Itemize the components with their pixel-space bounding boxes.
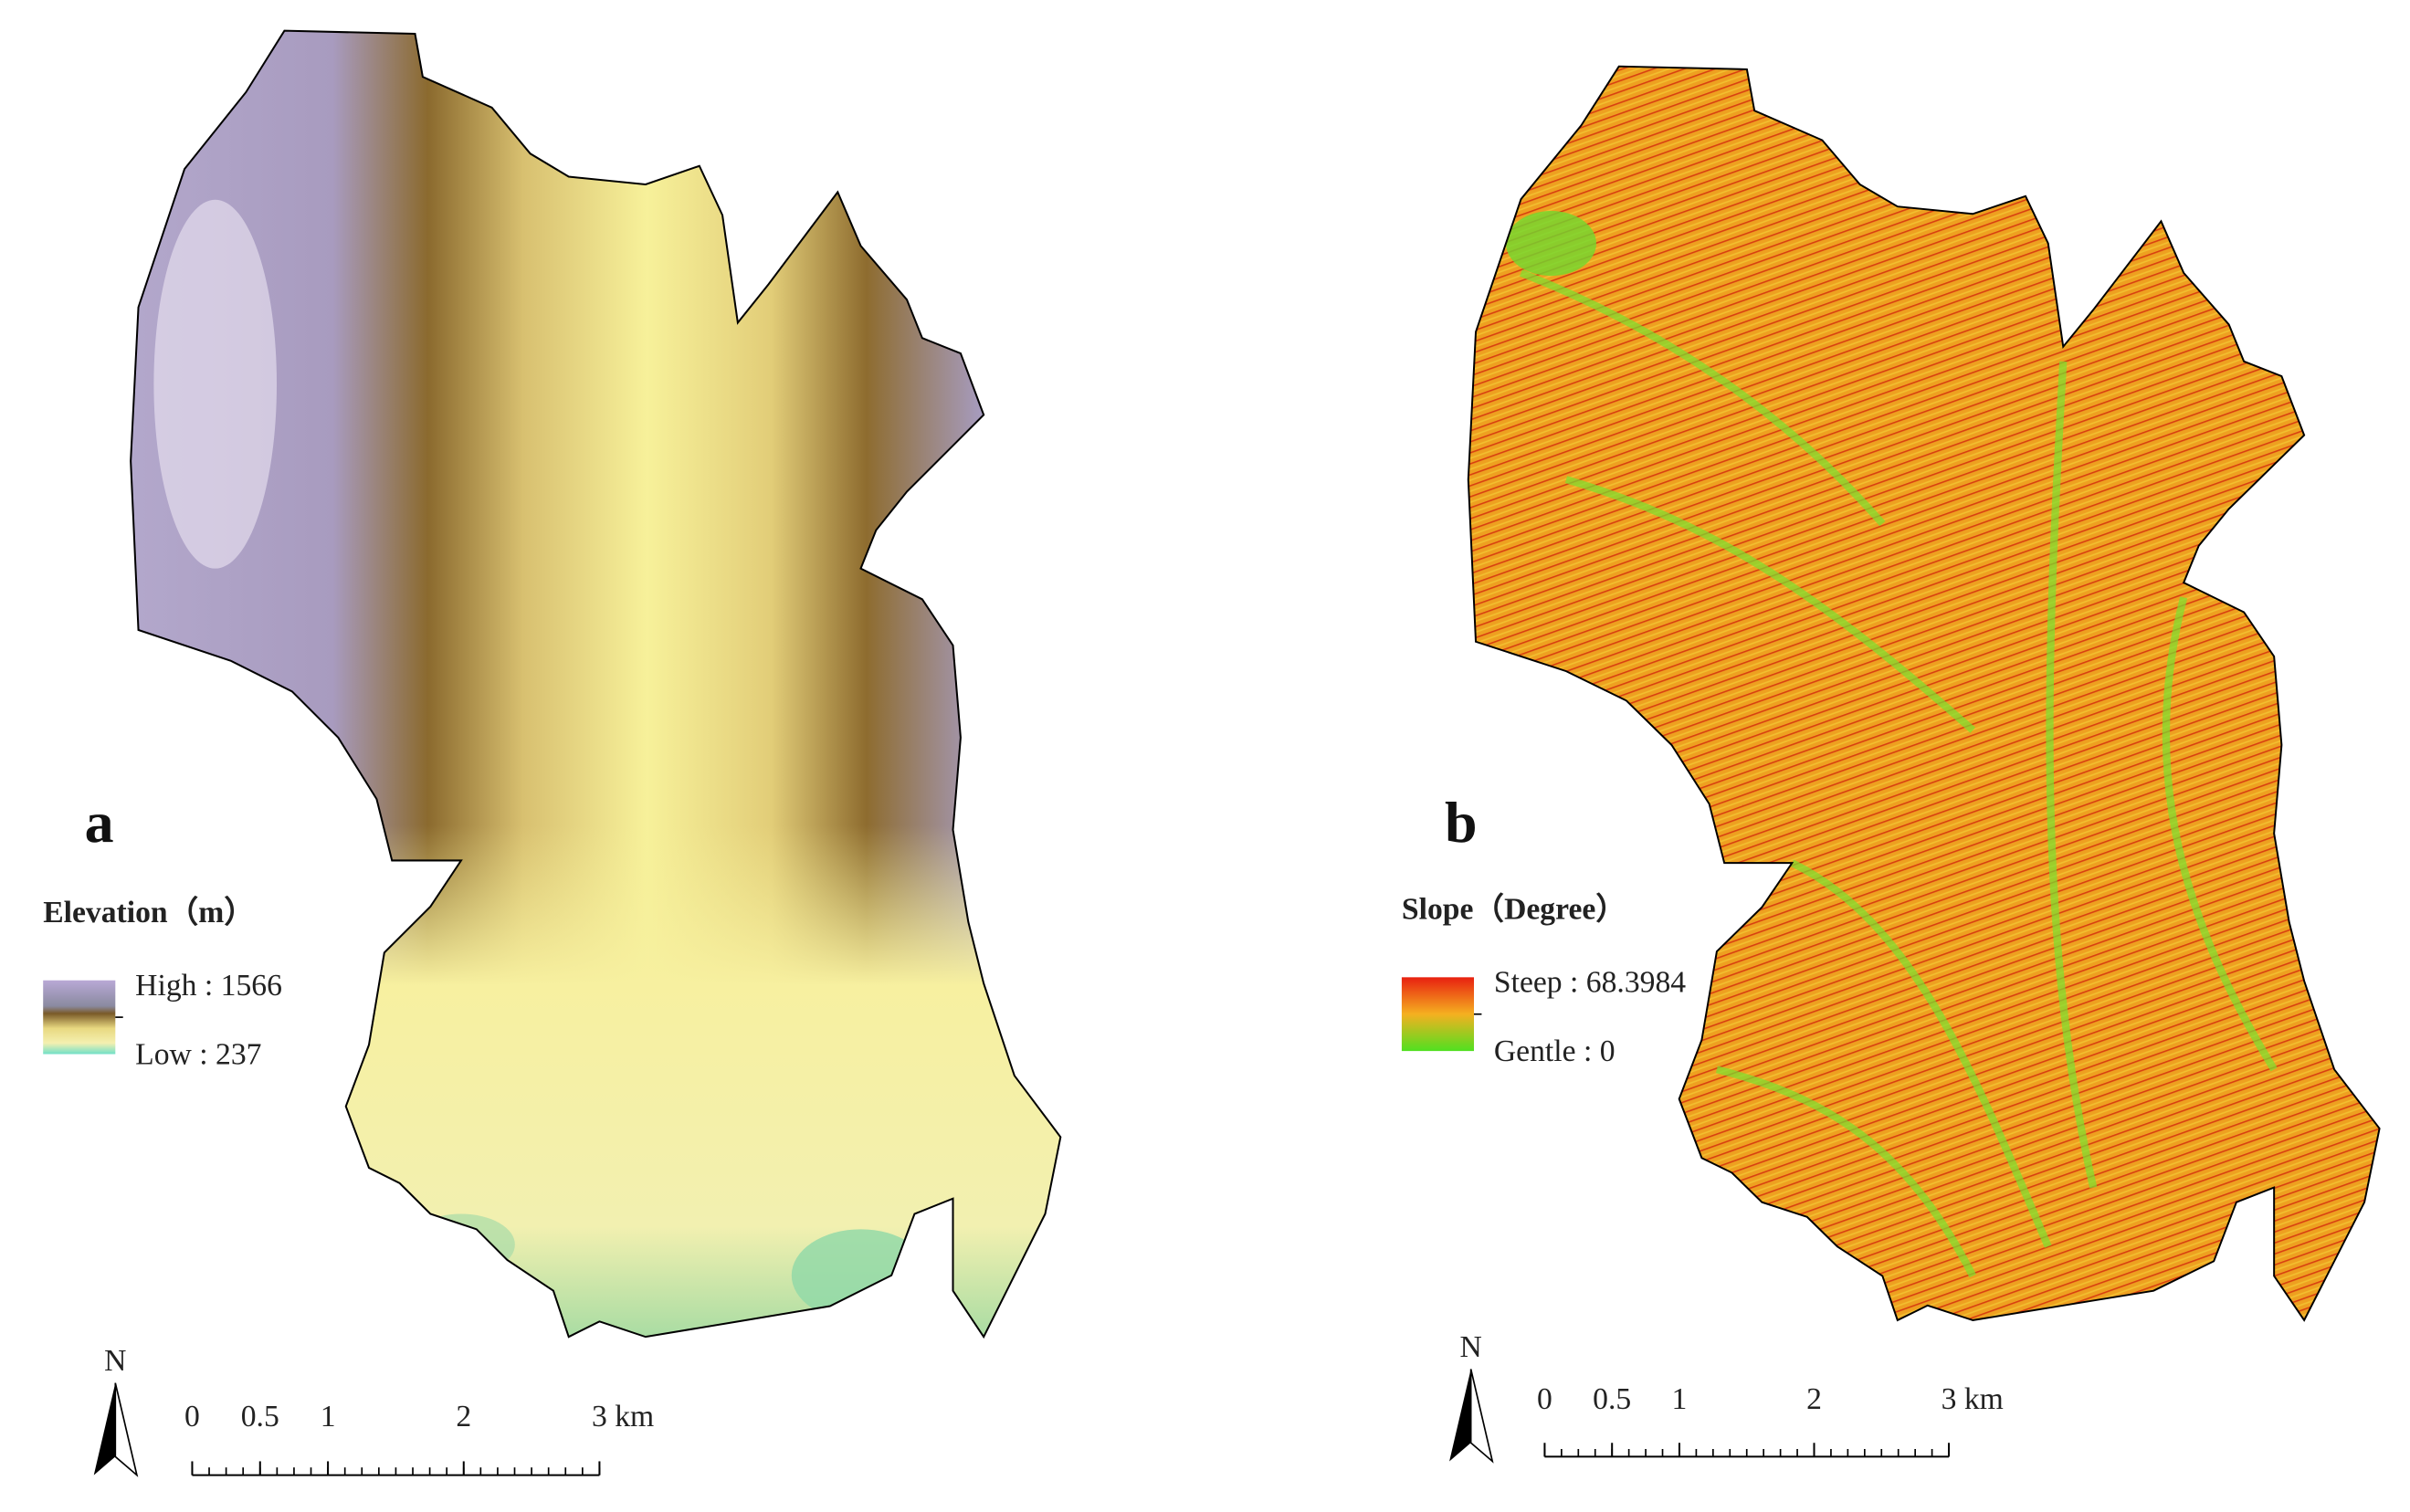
- scale-label: 0.5: [1593, 1382, 1631, 1416]
- legend-high: Steep : 68.3984: [1494, 965, 1686, 999]
- scale-label: 0: [184, 1400, 200, 1433]
- north-arrow-right: [1469, 1369, 1494, 1464]
- panel-label: b: [1445, 790, 1478, 855]
- scale-label: 0.5: [241, 1400, 279, 1433]
- scale-label: 3: [592, 1400, 607, 1433]
- north-arrow-right: [114, 1382, 139, 1477]
- scale-unit: km: [615, 1400, 654, 1433]
- panel-label: a: [85, 790, 114, 855]
- legend-title: Slope（Degree）: [1402, 891, 1626, 926]
- scale-label: 1: [321, 1400, 336, 1433]
- scale-label: 1: [1672, 1382, 1688, 1416]
- scale-label: 3: [1942, 1382, 1957, 1416]
- legend-title: Elevation（m）: [43, 895, 255, 929]
- scale-label: 2: [456, 1400, 471, 1433]
- north-arrow-left: [1449, 1369, 1471, 1462]
- legend-low: Low : 237: [135, 1038, 261, 1072]
- north-label: N: [104, 1344, 126, 1378]
- north-arrow-left: [93, 1382, 116, 1475]
- north-label: N: [1459, 1330, 1481, 1364]
- slope-map: [1467, 65, 2381, 1321]
- scale-unit: km: [1964, 1382, 2004, 1416]
- legend-ramp: [1401, 977, 1475, 1052]
- legend-high: High : 1566: [135, 969, 282, 1003]
- legend-low: Gentle : 0: [1494, 1034, 1615, 1068]
- scale-label: 0: [1537, 1382, 1552, 1416]
- elevation-map: [130, 29, 1062, 1339]
- scale-label: 2: [1806, 1382, 1822, 1416]
- legend-ramp: [43, 980, 116, 1055]
